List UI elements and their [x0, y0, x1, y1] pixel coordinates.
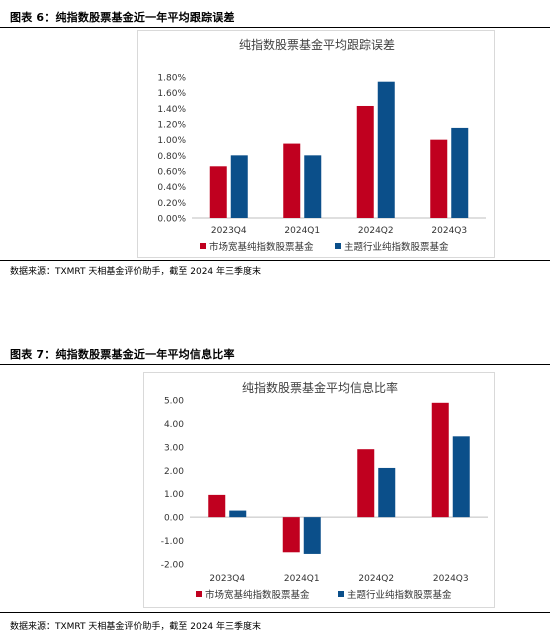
- y-tick-label: 0.00%: [157, 215, 186, 225]
- figure-7-bottom-rule: [0, 612, 550, 613]
- y-tick-label: -2.00: [161, 561, 185, 571]
- bar-broad-market-2024q3: [431, 402, 449, 518]
- figure-6-label: 图表 6：纯指数股票基金近一年平均跟踪误差: [10, 11, 235, 24]
- bar-broad-market-2024q1: [283, 143, 301, 218]
- tracking-error-chart: 纯指数股票基金平均跟踪误差 0.00% 0.20% 0.40% 0.60% 0.80% 1.…: [157, 37, 486, 253]
- chart-title: 纯指数股票基金平均跟踪误差: [239, 37, 395, 52]
- legend-swatch: [196, 591, 202, 597]
- x-tick-label: 2024Q1: [284, 574, 320, 584]
- legend-label: 主题行业纯指数股票基金: [347, 589, 452, 601]
- y-tick-label: 1.80%: [157, 74, 186, 84]
- bar-broad-market-2024q2: [357, 449, 375, 518]
- x-tick-label: 2024Q3: [431, 226, 467, 236]
- bar-theme-industry-2024q1: [304, 155, 322, 218]
- bar-broad-market-2024q3: [430, 139, 448, 218]
- legend-swatch: [200, 243, 206, 249]
- chart-1-box: 纯指数股票基金平均跟踪误差 0.00% 0.20% 0.40% 0.60% 0.80% 1.…: [137, 30, 495, 258]
- y-tick-label: 1.00: [164, 490, 184, 500]
- bar-broad-market-2024q2: [356, 105, 374, 218]
- y-tick-label: 1.40%: [157, 105, 186, 115]
- bar-theme-industry-2024q2: [378, 467, 396, 518]
- y-tick-label: 0.80%: [157, 152, 186, 162]
- y-tick-label: 5.00: [164, 397, 184, 407]
- bar-theme-industry-2024q2: [377, 81, 395, 218]
- legend-swatch: [335, 243, 341, 249]
- bar-theme-industry-2024q3: [452, 436, 470, 518]
- y-tick-label: 0.40%: [157, 183, 186, 193]
- chart-2-box: 纯指数股票基金平均信息比率 -2.00 -1.00 0.00 1.00 2.00 3.00 4…: [143, 372, 495, 608]
- legend-label: 主题行业纯指数股票基金: [344, 241, 449, 253]
- y-tick-label: 2.00: [164, 467, 184, 477]
- legend-label: 市场宽基纯指数股票基金: [205, 589, 310, 601]
- bar-theme-industry-2023q4: [229, 510, 247, 518]
- y-tick-label: 3.00: [164, 443, 184, 453]
- y-tick-label: 0.00: [164, 514, 184, 524]
- y-tick-label: 4.00: [164, 420, 184, 430]
- figure-6-top-rule: [0, 27, 550, 28]
- x-tick-label: 2023Q4: [211, 226, 247, 236]
- chart-title: 纯指数股票基金平均信息比率: [242, 380, 398, 395]
- information-ratio-chart: 纯指数股票基金平均信息比率 -2.00 -1.00 0.00 1.00 2.00 3.00 4…: [161, 380, 488, 601]
- bar-broad-market-2023q4: [209, 166, 227, 218]
- figure-7-label: 图表 7：纯指数股票基金近一年平均信息比率: [10, 348, 235, 361]
- legend-swatch: [338, 591, 344, 597]
- bar-broad-market-2024q1: [282, 517, 300, 553]
- x-tick-label: 2024Q2: [358, 226, 394, 236]
- y-tick-label: 1.60%: [157, 89, 186, 99]
- y-tick-label: 0.60%: [157, 168, 186, 178]
- figure-7-top-rule: [0, 364, 550, 365]
- figure-6-source: 数据来源：TXMRT 天相基金评价助手，截至 2024 年三季度末: [10, 267, 262, 277]
- x-tick-label: 2024Q3: [433, 574, 469, 584]
- bar-theme-industry-2023q4: [230, 155, 248, 218]
- bar-theme-industry-2024q1: [303, 517, 321, 554]
- figure-7-source: 数据来源：TXMRT 天相基金评价助手，截至 2024 年三季度末: [10, 622, 262, 632]
- x-tick-label: 2023Q4: [209, 574, 245, 584]
- figure-6-bottom-rule: [0, 260, 550, 261]
- bar-theme-industry-2024q3: [451, 127, 469, 218]
- y-tick-label: 1.00%: [157, 136, 186, 146]
- x-tick-label: 2024Q2: [358, 574, 394, 584]
- x-tick-label: 2024Q1: [284, 226, 320, 236]
- bar-broad-market-2023q4: [208, 494, 226, 518]
- y-tick-label: 0.20%: [157, 199, 186, 209]
- y-tick-label: -1.00: [161, 537, 185, 547]
- y-tick-label: 1.20%: [157, 121, 186, 131]
- legend-label: 市场宽基纯指数股票基金: [209, 241, 314, 253]
